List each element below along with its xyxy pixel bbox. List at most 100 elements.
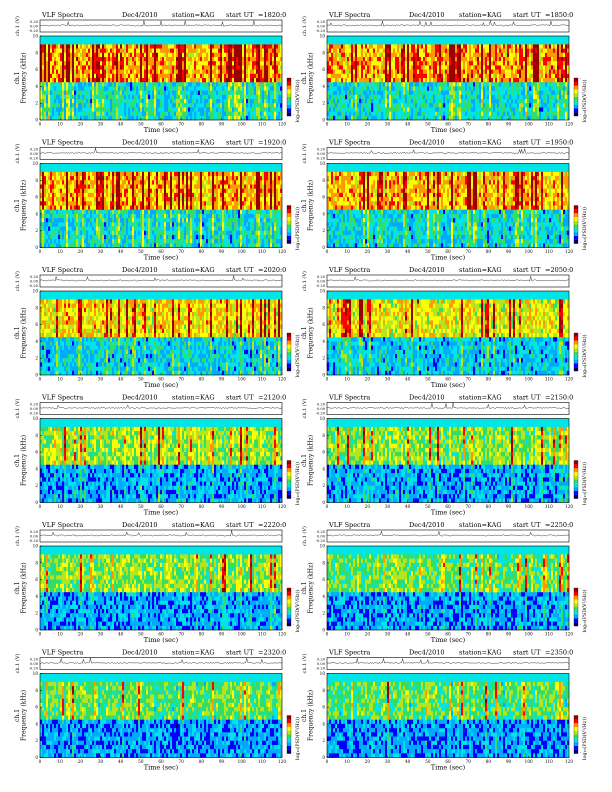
waveform-ytick-label: 0.20 bbox=[317, 403, 326, 407]
xtick-label: 110 bbox=[545, 122, 553, 127]
xtick-label: 120 bbox=[565, 504, 573, 509]
xtick-label: 50 bbox=[425, 759, 431, 764]
panel-start-time: =2250:0 bbox=[545, 521, 573, 529]
colorbar-tick-label: - bbox=[293, 113, 295, 117]
spec-ytick-label: 0 bbox=[322, 755, 325, 760]
panel-start-label: start UT bbox=[513, 11, 541, 19]
colorbar-swatch bbox=[287, 468, 291, 472]
spec-ytick-label: 10 bbox=[320, 416, 326, 421]
spec-ytick-label: 6 bbox=[35, 577, 38, 582]
waveform-ytick-label: 0.00 bbox=[30, 280, 39, 284]
waveform-ytick-label: -0.20 bbox=[316, 667, 326, 671]
panel-header: VLF Spectra Dec4/2010 station=KAG start UT =… bbox=[41, 11, 286, 19]
colorbar-swatch bbox=[287, 588, 291, 592]
panel-station: station=KAG bbox=[172, 521, 215, 529]
colorbar: - - log₁₀(PSD(V²/Hz)) bbox=[286, 77, 301, 122]
colorbar-swatch bbox=[287, 730, 291, 735]
colorbar-frame bbox=[286, 205, 292, 244]
waveform-ylabel: ch.1 (V) bbox=[14, 271, 21, 291]
colorbar-swatch bbox=[574, 78, 578, 82]
xtick-label: 30 bbox=[385, 504, 391, 509]
xtick-label: 40 bbox=[118, 759, 124, 764]
xtick-label: 40 bbox=[118, 249, 124, 254]
spectrogram-panel: VLF Spectra Dec4/2010 station=KAG start UT =… bbox=[301, 521, 588, 644]
spec-ytick-label: 8 bbox=[322, 560, 325, 565]
xtick-label: 30 bbox=[98, 632, 104, 637]
colorbar-swatch bbox=[574, 213, 578, 217]
xtick-label: 10 bbox=[344, 504, 350, 509]
panel-header: VLF Spectra Dec4/2010 station=KAG start UT =… bbox=[328, 266, 573, 274]
spectrogram-panel: VLF Spectra Dec4/2010 station=KAG start UT =… bbox=[14, 394, 301, 517]
waveform-frame bbox=[39, 657, 283, 670]
colorbar-swatch bbox=[574, 726, 578, 731]
spectrogram-image bbox=[327, 163, 570, 248]
colorbar-frame bbox=[286, 587, 292, 627]
spec-ytick-label: 6 bbox=[35, 450, 38, 455]
xtick-label: 70 bbox=[465, 632, 471, 637]
spectrogram-image bbox=[40, 291, 283, 376]
panel-start-label: start UT bbox=[226, 139, 254, 147]
xtick-label: 90 bbox=[219, 759, 225, 764]
colorbar-swatch bbox=[574, 468, 578, 472]
xtick-label: 60 bbox=[158, 504, 164, 509]
spec-ylabel: ch.1Frequency (kHz) bbox=[14, 562, 28, 613]
waveform-frame bbox=[326, 147, 570, 160]
colorbar-swatch bbox=[574, 85, 578, 90]
colorbar-tick-label: - bbox=[580, 113, 582, 117]
xtick-label: 70 bbox=[178, 759, 184, 764]
panel-start-time: =2320:0 bbox=[258, 649, 286, 657]
panel-title: VLF Spectra bbox=[328, 266, 370, 274]
xtick-label: 60 bbox=[445, 632, 451, 637]
colorbar-frame bbox=[286, 460, 292, 499]
spec-ytick-label: 4 bbox=[322, 721, 325, 726]
colorbar-swatch bbox=[287, 359, 291, 364]
colorbar-swatch bbox=[287, 112, 291, 117]
panel-date: Dec4/2010 bbox=[122, 649, 158, 657]
colorbar-swatch bbox=[287, 734, 291, 739]
spec-ytick-label: 2 bbox=[322, 483, 325, 488]
xtick-label: 120 bbox=[278, 249, 286, 254]
xtick-label: 20 bbox=[365, 122, 371, 127]
xtick-label: 80 bbox=[199, 504, 205, 509]
spectrogram-image bbox=[40, 36, 283, 121]
colorbar: - - log₁₀(PSD(V²/Hz)) bbox=[286, 332, 301, 377]
xtick-label: 100 bbox=[525, 122, 533, 127]
panel-header: VLF Spectra Dec4/2010 station=KAG start UT =… bbox=[328, 11, 573, 19]
colorbar-label: log₁₀(PSD(V²/Hz)) bbox=[581, 79, 588, 122]
xtick-label: 110 bbox=[258, 504, 266, 509]
xtick-label: 110 bbox=[545, 249, 553, 254]
xtick-label: 0 bbox=[326, 759, 329, 764]
xtick-label: 30 bbox=[385, 759, 391, 764]
waveform-ytick-label: -0.20 bbox=[316, 284, 326, 288]
xlabel: Time (sec) bbox=[144, 381, 179, 389]
colorbar-label: log₁₀(PSD(V²/Hz)) bbox=[581, 462, 588, 505]
colorbar-tick-label: - bbox=[580, 332, 582, 336]
xtick-label: 110 bbox=[545, 377, 553, 382]
panel-header: VLF Spectra Dec4/2010 station=KAG start UT =… bbox=[41, 521, 286, 529]
colorbar-swatch bbox=[287, 479, 291, 484]
colorbar-label: log₁₀(PSD(V²/Hz)) bbox=[581, 207, 588, 250]
colorbar-tick-label: - bbox=[580, 587, 582, 591]
xtick-label: 20 bbox=[365, 377, 371, 382]
spec-ytick-label: 6 bbox=[35, 195, 38, 200]
xtick-label: 80 bbox=[486, 632, 492, 637]
xtick-label: 80 bbox=[199, 759, 205, 764]
panel-start-label: start UT bbox=[226, 11, 254, 19]
waveform-ytick-label: 0.00 bbox=[317, 280, 326, 284]
colorbar-frame bbox=[573, 205, 579, 244]
colorbar-swatch bbox=[287, 483, 291, 488]
xtick-label: 0 bbox=[39, 249, 42, 254]
colorbar-frame bbox=[286, 715, 292, 754]
waveform-ytick-label: 0.00 bbox=[317, 152, 326, 156]
colorbar-swatch bbox=[574, 599, 578, 604]
panel-station: station=KAG bbox=[172, 11, 215, 19]
colorbar: - - log₁₀(PSD(V²/Hz)) bbox=[286, 715, 301, 760]
xtick-label: 10 bbox=[57, 759, 63, 764]
panel-title: VLF Spectra bbox=[41, 649, 83, 657]
xlabel: Time (sec) bbox=[144, 254, 179, 262]
colorbar-swatch bbox=[574, 104, 578, 109]
xtick-label: 10 bbox=[344, 122, 350, 127]
waveform-trace bbox=[326, 658, 570, 664]
spec-ylabel: ch.1Frequency (kHz) bbox=[301, 435, 315, 486]
waveform-frame bbox=[39, 529, 283, 543]
